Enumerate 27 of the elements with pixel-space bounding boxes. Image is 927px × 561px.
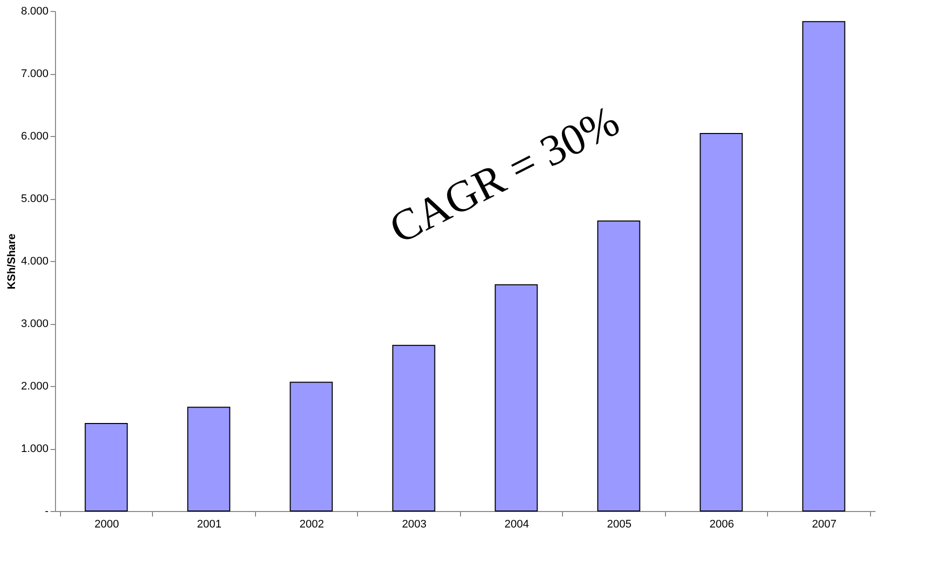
bar xyxy=(187,406,230,512)
x-tick-label: 2007 xyxy=(812,518,836,530)
annotation: CAGR = 30% xyxy=(382,96,627,254)
bar xyxy=(700,133,743,512)
bar xyxy=(494,284,538,512)
y-axis-title: KSh/Share xyxy=(6,234,18,290)
y-tick-label: 1.000 xyxy=(20,443,48,455)
bar xyxy=(392,344,436,512)
y-tick-label: 3.000 xyxy=(20,318,48,330)
y-tick-label: 7.000 xyxy=(20,68,48,80)
x-tick-label: 2004 xyxy=(504,518,529,530)
y-tick-label: 5.000 xyxy=(20,193,48,205)
y-tick-label: 6.000 xyxy=(20,130,48,142)
x-tick-label: 2003 xyxy=(402,518,426,530)
bar xyxy=(802,21,846,512)
y-tick-label: 2.000 xyxy=(20,380,48,392)
bar xyxy=(597,220,640,512)
x-tick-label: 2001 xyxy=(197,518,222,530)
bar xyxy=(290,382,333,512)
x-tick-label: 2006 xyxy=(710,518,734,530)
x-tick-label: 2002 xyxy=(300,518,324,530)
y-tick-label: - xyxy=(44,506,49,518)
bar xyxy=(84,423,128,512)
x-tick-label: 2000 xyxy=(94,518,119,530)
y-tick-label: 4.000 xyxy=(20,256,48,268)
y-tick-label: 8.000 xyxy=(20,6,48,18)
x-tick-label: 2005 xyxy=(607,518,632,530)
